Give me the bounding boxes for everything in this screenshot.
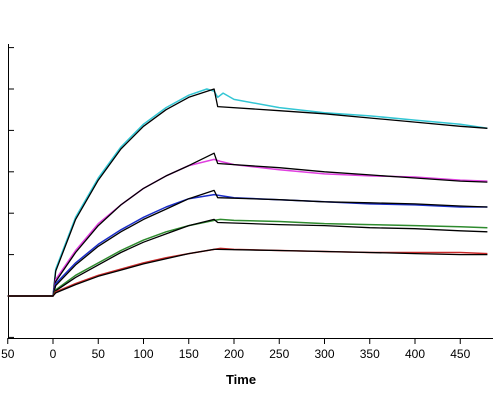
x-tick-label-10: 450 — [450, 347, 470, 361]
series-line-4-measured — [7, 193, 488, 297]
series-line-6-measured — [7, 218, 488, 297]
x-axis-ticks: 50 0 50 100 150 200 250 300 350 400 450 — [1, 338, 471, 361]
x-tick-label-0: 50 — [1, 347, 15, 361]
series-line-3-fit — [7, 152, 488, 297]
x-tick-label-1: 0 — [50, 347, 57, 361]
x-tick-label-5: 200 — [224, 347, 244, 361]
x-tick-label-7: 300 — [314, 347, 334, 361]
x-axis-title: Time — [226, 372, 256, 387]
series-line-2-measured — [7, 158, 488, 297]
x-tick-label-6: 250 — [269, 347, 289, 361]
x-tick-label-9: 400 — [405, 347, 425, 361]
series-line-1-fit — [7, 88, 488, 297]
series-line-7-fit — [7, 218, 488, 297]
series-group — [7, 88, 488, 297]
series-line-9-fit — [7, 248, 488, 297]
x-tick-label-3: 100 — [133, 347, 153, 361]
series-line-5-fit — [7, 189, 488, 297]
x-tick-label-2: 50 — [92, 347, 106, 361]
x-tick-label-4: 150 — [179, 347, 199, 361]
x-tick-label-8: 350 — [360, 347, 380, 361]
series-line-0-measured — [7, 88, 488, 297]
plot-area: 50 0 50 100 150 200 250 300 350 400 450 — [1, 44, 493, 361]
